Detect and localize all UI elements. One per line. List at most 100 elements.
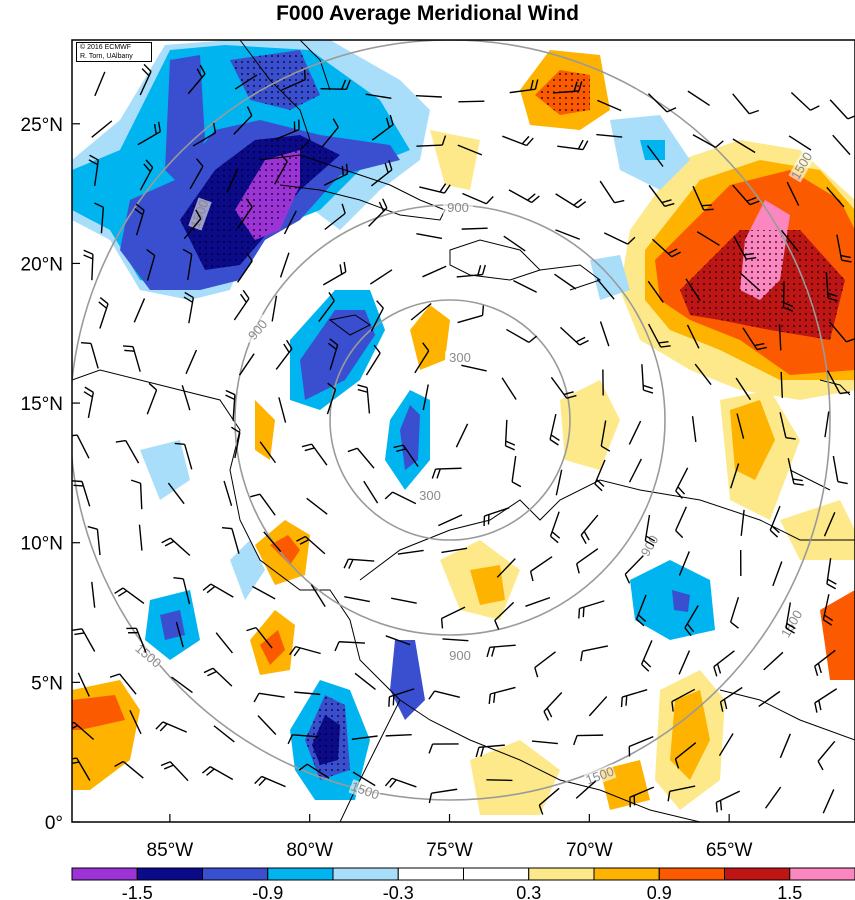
- lat-tick-label: 20°N: [21, 254, 63, 275]
- wind-barb: [696, 231, 720, 246]
- wind-barb: [588, 696, 608, 717]
- wind-barb: [504, 419, 516, 451]
- wind-barb: [580, 645, 609, 662]
- wind-barb: [322, 261, 347, 286]
- wind-barb: [257, 715, 277, 736]
- colorbar-swatch: [593, 867, 660, 881]
- wind-barb: [651, 238, 681, 258]
- wind-barb: [483, 507, 510, 527]
- colorbar-swatch: [267, 867, 334, 881]
- wind-barb: [192, 122, 217, 147]
- wind-barb: [503, 235, 526, 252]
- wind-barb: [134, 203, 145, 236]
- wind-barb: [93, 202, 105, 234]
- wind-barb: [763, 651, 784, 671]
- wind-barb: [114, 587, 145, 604]
- wind-barb: [365, 344, 381, 376]
- wind-barb: [555, 229, 581, 240]
- wind-barb: [456, 264, 486, 278]
- wind-barb: [431, 467, 462, 479]
- wind-barb: [368, 198, 388, 227]
- wind-barb: [692, 134, 724, 148]
- colorbar-label: 1.5: [777, 883, 802, 900]
- wind-barb: [225, 389, 236, 421]
- wind-barb: [236, 252, 253, 283]
- wind-barb: [732, 93, 759, 115]
- wind-barb: [628, 458, 642, 483]
- wind-barb: [161, 537, 191, 557]
- wind-barb: [287, 734, 319, 745]
- wind-barb: [259, 441, 277, 464]
- wind-barb: [691, 416, 697, 443]
- wind-barb: [620, 689, 648, 708]
- wind-barb: [511, 455, 522, 488]
- wind-barb: [146, 382, 158, 415]
- wind-barb: [675, 506, 687, 539]
- wind-barb: [624, 555, 644, 584]
- wind-barb: [343, 558, 375, 569]
- wind-barb: [814, 649, 836, 676]
- wind-barb: [72, 757, 91, 781]
- wind-barb: [393, 444, 419, 467]
- wind-barb: [735, 377, 752, 401]
- wind-barb: [740, 272, 761, 292]
- wind-barb: [829, 321, 855, 343]
- wind-barb: [778, 324, 782, 351]
- wind-barb: [647, 280, 664, 303]
- ring-label-bg: [788, 149, 816, 183]
- range-ring-1500: [72, 40, 831, 801]
- wind-barb: [428, 788, 458, 804]
- wind-barb: [486, 779, 513, 782]
- wind-barb: [171, 676, 193, 694]
- wind-barb: [599, 180, 625, 204]
- wind-barb: [508, 189, 540, 204]
- colorbar-swatch: [789, 867, 855, 881]
- wind-barb: [114, 760, 144, 779]
- wind-barb: [234, 74, 258, 90]
- wind-barb: [203, 667, 233, 687]
- wind-barb: [640, 640, 653, 672]
- wind-barb: [575, 548, 599, 574]
- ring-label-bg: [188, 197, 212, 231]
- wind-barb: [822, 789, 835, 814]
- wind-barb: [455, 423, 469, 448]
- wind-barb: [88, 154, 100, 186]
- wind-barb: [758, 690, 781, 707]
- credit-line-2: R. Torn, UAlbany: [80, 53, 133, 60]
- wind-barb: [72, 480, 91, 507]
- wind-barb: [263, 531, 282, 553]
- wind-barb: [785, 602, 796, 634]
- wind-barb: [822, 594, 834, 626]
- wind-barb: [137, 121, 161, 146]
- wind-barb: [509, 79, 539, 94]
- wind-barb: [641, 364, 654, 394]
- wind-barb: [461, 364, 487, 372]
- wind-barb: [790, 92, 820, 111]
- wind-barb: [296, 535, 326, 555]
- wind-barb: [635, 594, 647, 627]
- wind-barb: [251, 585, 276, 600]
- wind-barb: [327, 338, 339, 370]
- wind-barb: [824, 411, 830, 438]
- wind-barb: [370, 300, 384, 332]
- wind-barb: [139, 159, 154, 191]
- wind-barb: [732, 138, 756, 154]
- lat-tick-label: 25°N: [21, 115, 63, 136]
- wind-barb: [83, 386, 95, 419]
- wind-barb: [410, 302, 432, 321]
- wind-barb: [183, 209, 202, 240]
- wind-barb: [678, 551, 690, 576]
- wind-barb: [388, 688, 415, 707]
- wind-barb: [772, 561, 783, 587]
- wind-barb: [363, 480, 379, 504]
- wind-barb: [250, 493, 276, 516]
- wind-barb: [646, 145, 664, 167]
- wind-barb: [324, 203, 346, 231]
- wind-barb: [687, 90, 711, 107]
- wind-barb: [231, 426, 241, 459]
- wind-barb: [686, 324, 700, 349]
- wind-barb: [732, 184, 760, 206]
- wind-barb: [122, 345, 141, 372]
- wind-barb: [428, 743, 459, 754]
- wind-barb: [671, 688, 696, 712]
